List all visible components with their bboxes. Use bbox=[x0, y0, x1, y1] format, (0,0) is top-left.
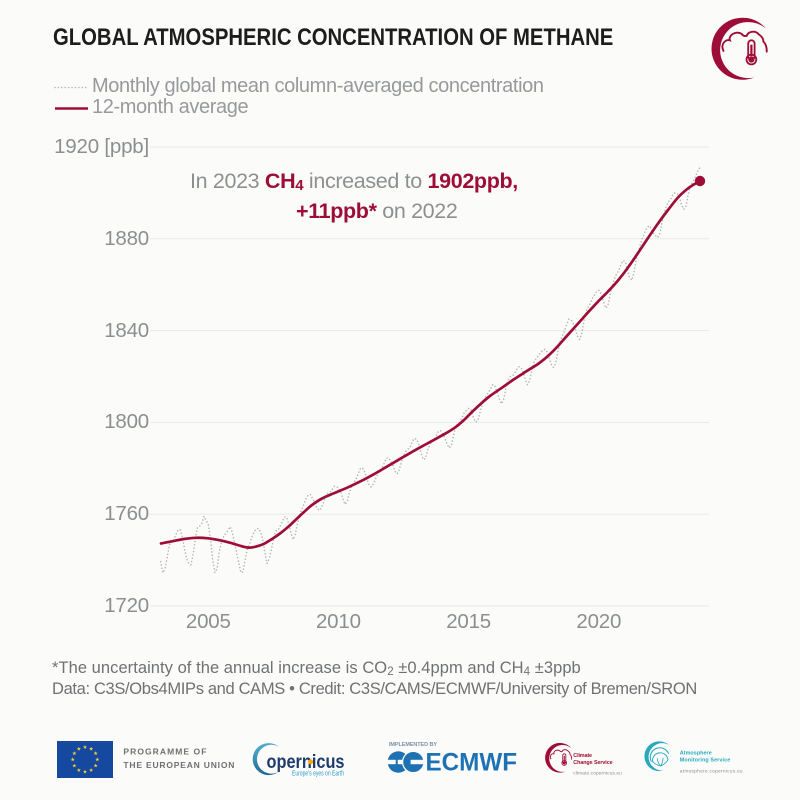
svg-text:Monitoring Service: Monitoring Service bbox=[680, 757, 730, 763]
svg-text:ECMWF: ECMWF bbox=[426, 749, 518, 777]
svg-text:atmosphere.copernicus.eu: atmosphere.copernicus.eu bbox=[680, 768, 743, 774]
svg-text:Atmosphere: Atmosphere bbox=[680, 751, 712, 757]
svg-text:IMPLEMENTED BY: IMPLEMENTED BY bbox=[389, 742, 437, 748]
svg-text:climate.copernicus.eu: climate.copernicus.eu bbox=[573, 771, 622, 777]
svg-text:opernicus: opernicus bbox=[267, 751, 345, 773]
svg-text:Climate: Climate bbox=[573, 753, 592, 759]
svg-text:Europe’s eyes on Earth: Europe’s eyes on Earth bbox=[292, 770, 344, 777]
svg-text:THE EUROPEAN UNION: THE EUROPEAN UNION bbox=[123, 760, 234, 770]
svg-text:PROGRAMME OF: PROGRAMME OF bbox=[123, 747, 206, 757]
svg-text:Change Service: Change Service bbox=[573, 760, 612, 766]
